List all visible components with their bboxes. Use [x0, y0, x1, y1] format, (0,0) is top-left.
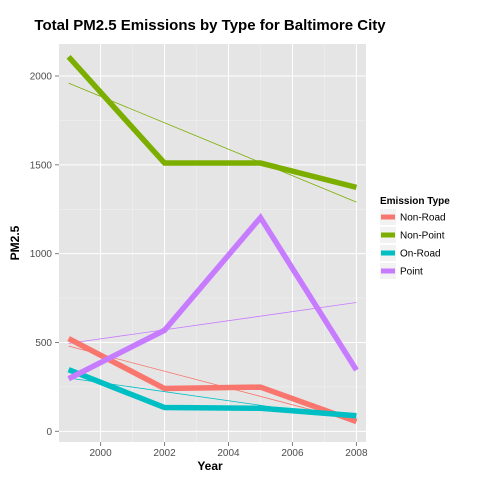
- chart-title: Total PM2.5 Emissions by Type for Baltim…: [34, 17, 386, 34]
- trend-line-non-road: [68, 345, 357, 422]
- trend-lines: [68, 82, 357, 422]
- series-line-non-road: [67, 336, 358, 425]
- y-tick-label: 1000: [30, 249, 53, 260]
- y-axis-title: PM2.5: [8, 225, 22, 260]
- y-tick-label: 500: [35, 338, 52, 349]
- legend-title: Emission Type: [380, 196, 450, 207]
- x-axis-title: Year: [197, 459, 223, 473]
- x-tick-label: 2008: [345, 448, 368, 459]
- legend: Emission Type Non-Road Non-Point On-Road Po…: [380, 196, 450, 279]
- x-tick-label: 2006: [281, 448, 304, 459]
- legend-label-on-road: On-Road: [400, 249, 441, 260]
- series-lines: [66, 54, 359, 425]
- x-tick-label: 2000: [89, 448, 112, 459]
- y-axis: 0 500 1000 1500 2000: [30, 71, 59, 438]
- x-tick-label: 2002: [153, 448, 176, 459]
- legend-label-point: Point: [400, 267, 423, 278]
- series-line-on-road: [67, 367, 357, 419]
- plot-panel: [59, 44, 366, 442]
- y-tick-label: 0: [46, 427, 52, 438]
- legend-label-non-road: Non-Road: [400, 213, 446, 224]
- minor-gridlines: [59, 44, 366, 442]
- x-tick-label: 2004: [217, 448, 240, 459]
- legend-label-non-point: Non-Point: [400, 231, 445, 242]
- x-axis: 2000 2002 2004 2006 2008: [89, 442, 368, 459]
- y-tick-label: 2000: [30, 71, 53, 82]
- trend-line-point: [68, 302, 357, 344]
- series-line-point: [67, 212, 359, 382]
- y-tick-label: 1500: [30, 160, 53, 171]
- major-gridlines: [59, 44, 366, 442]
- trend-line-non-point: [68, 82, 357, 203]
- series-line-non-point: [66, 54, 358, 191]
